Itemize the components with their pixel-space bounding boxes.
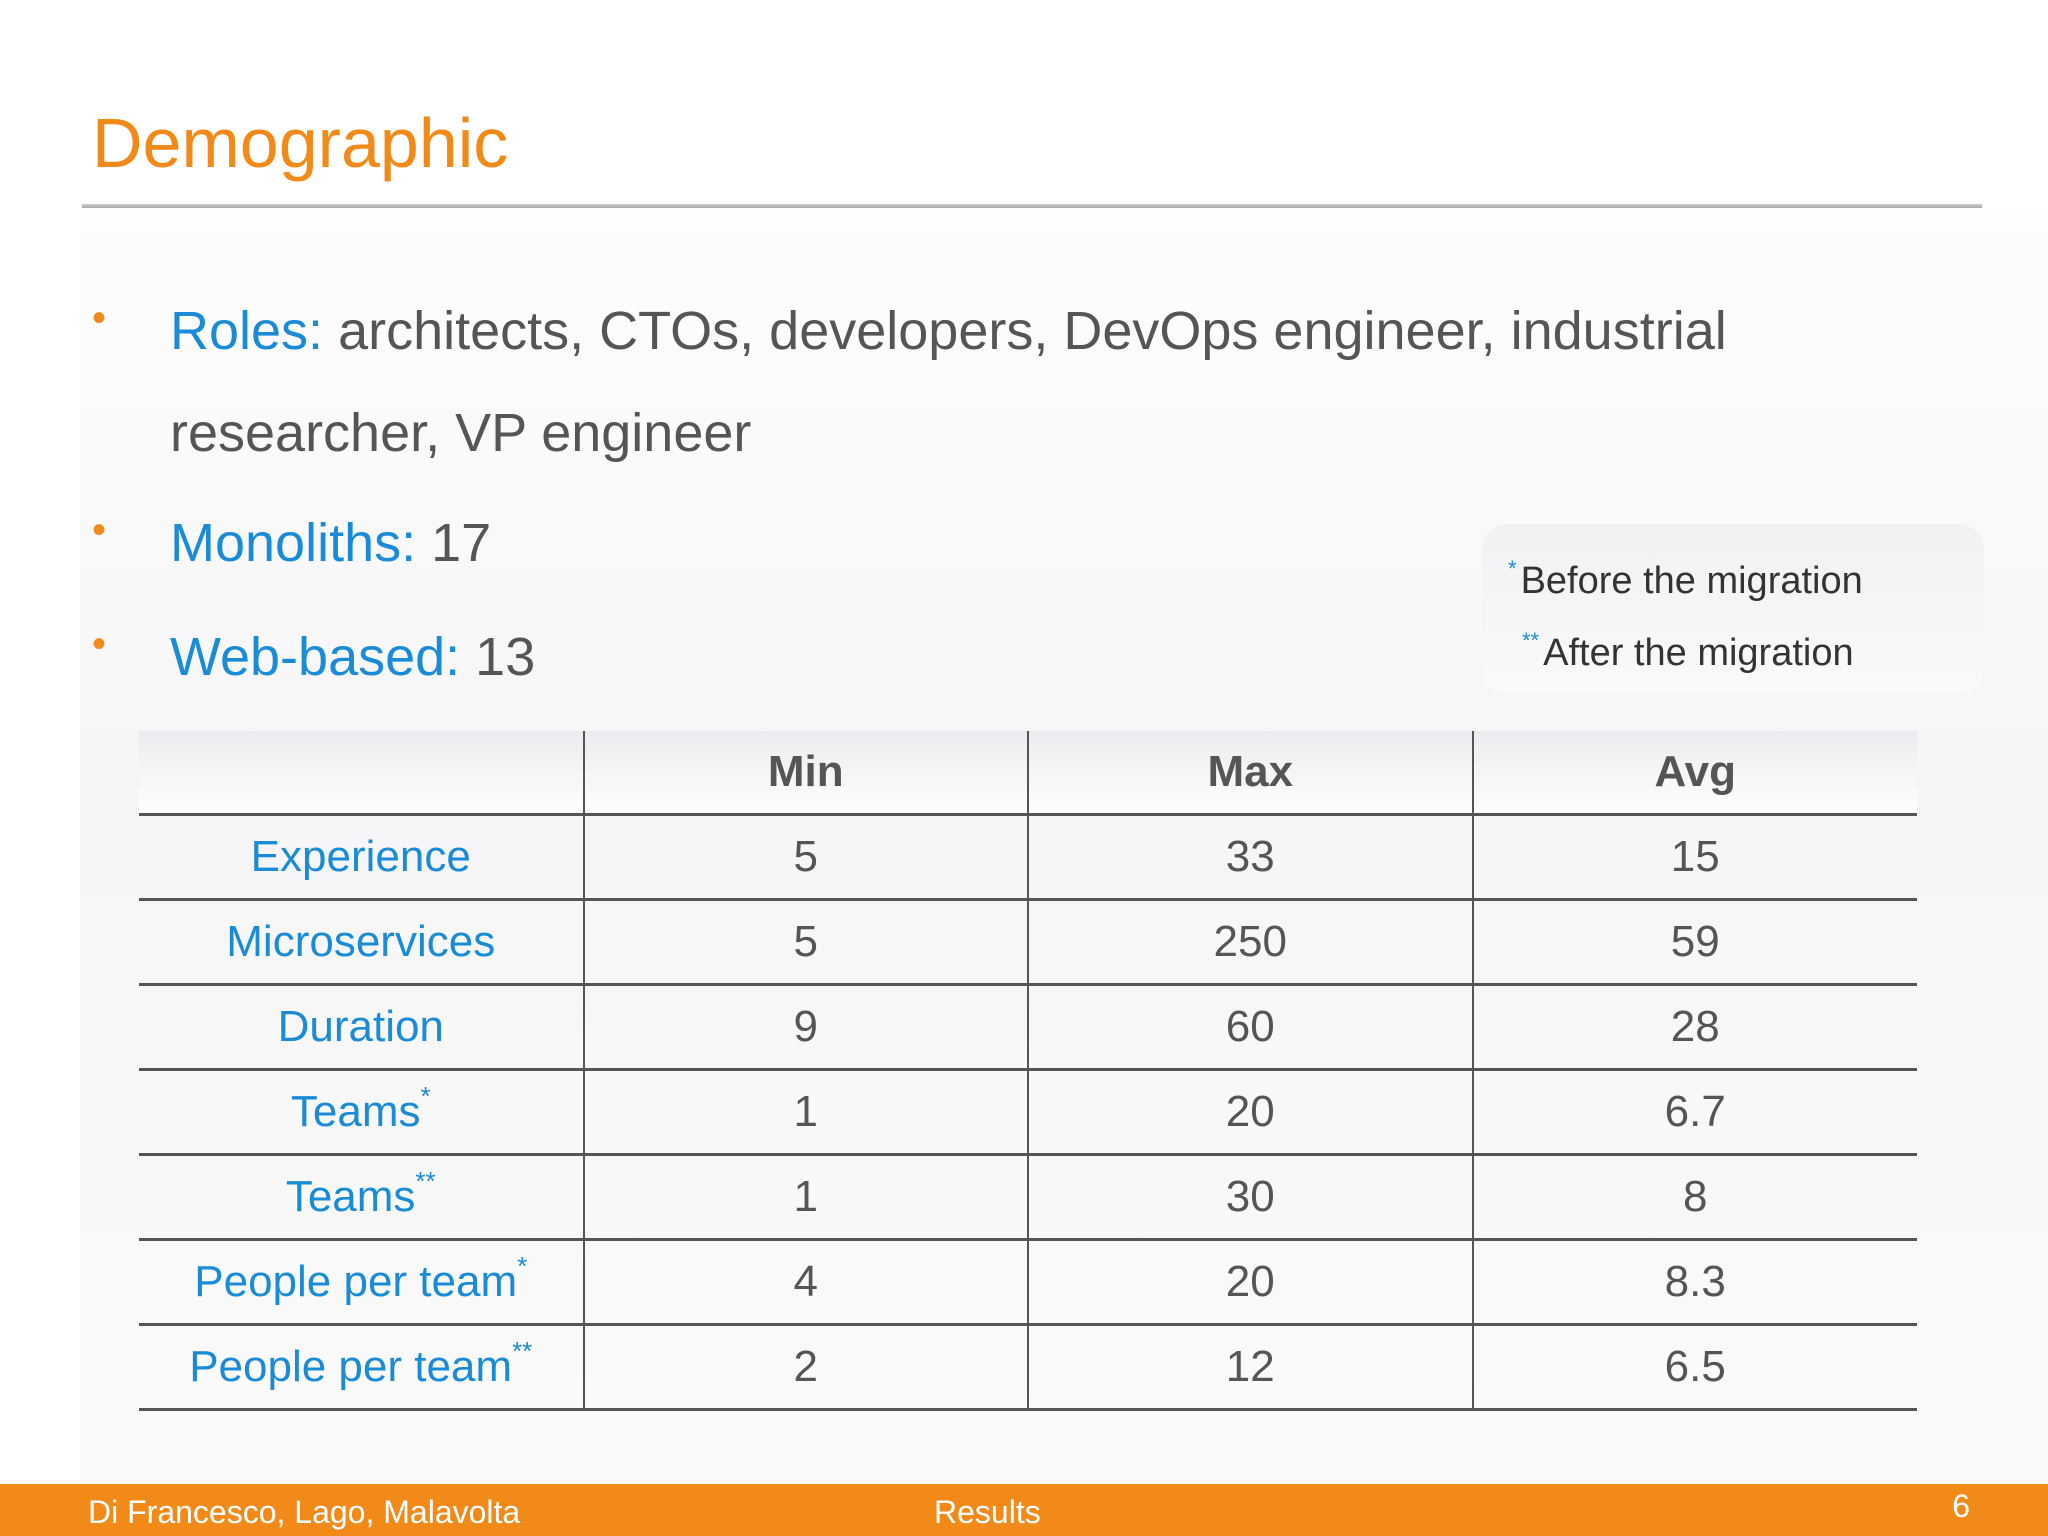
cell-min: 2: [582, 1324, 1028, 1411]
row-label: Microservices: [139, 899, 584, 986]
cell-max: 20: [1027, 1069, 1473, 1156]
bullet-marker: •: [92, 508, 107, 552]
row-label: Experience: [139, 814, 584, 901]
footer-bar: Di Francesco, Lago, Malavolta Results 6: [0, 1484, 2048, 1536]
column-header-max: Max: [1027, 731, 1473, 816]
title-divider: [82, 204, 1982, 208]
page-title: Demographic: [92, 104, 509, 182]
cell-avg: 15: [1471, 814, 1917, 901]
table-row: Teams** 1 30 8: [139, 1154, 1917, 1241]
column-header-avg: Avg: [1471, 731, 1917, 816]
cell-avg: 6.5: [1471, 1324, 1917, 1411]
bullet-monoliths: • Monoliths: 17: [92, 492, 1892, 594]
cell-avg: 8: [1471, 1154, 1917, 1241]
bullet-value: 17: [416, 513, 492, 573]
cell-avg: 8.3: [1471, 1239, 1917, 1326]
table-row: Microservices 5 250 59: [139, 899, 1917, 986]
legend-mark: **: [1522, 628, 1540, 653]
legend-item-before: * Before the migration: [1508, 556, 1863, 603]
bullet-marker: •: [92, 296, 107, 340]
cell-max: 60: [1027, 984, 1473, 1071]
bullet-key: Web-based:: [170, 627, 461, 687]
cell-min: 9: [582, 984, 1028, 1071]
cell-max: 250: [1027, 899, 1473, 986]
row-label: Teams**: [139, 1154, 584, 1241]
bullet-value: 13: [460, 627, 536, 687]
cell-min: 1: [582, 1069, 1028, 1156]
bullet-roles: • Roles: architects, CTOs, developers, D…: [92, 280, 1892, 484]
cell-avg: 59: [1471, 899, 1917, 986]
cell-min: 5: [582, 899, 1028, 986]
bullet-web-based: • Web-based: 13: [92, 606, 1892, 708]
migration-legend: * Before the migration ** After the migrat…: [1482, 524, 1984, 694]
legend-item-after: ** After the migration: [1522, 628, 1854, 675]
bullet-marker: •: [92, 622, 107, 666]
bullet-key: Roles:: [170, 301, 324, 361]
row-label: Duration: [139, 984, 584, 1071]
page-number: 6: [1952, 1488, 1970, 1524]
cell-min: 4: [582, 1239, 1028, 1326]
table-row: Duration 9 60 28: [139, 984, 1917, 1071]
table-header-row: Min Max Avg: [139, 731, 1917, 816]
footer-authors: Di Francesco, Lago, Malavolta: [88, 1494, 521, 1530]
footer-section: Results: [934, 1494, 1041, 1530]
bullet-list: • Roles: architects, CTOs, developers, D…: [92, 280, 1892, 708]
cell-max: 12: [1027, 1324, 1473, 1411]
row-label: People per team*: [139, 1239, 584, 1326]
cell-avg: 28: [1471, 984, 1917, 1071]
row-label: People per team**: [139, 1324, 584, 1411]
table-row: People per team* 4 20 8.3: [139, 1239, 1917, 1326]
cell-min: 5: [582, 814, 1028, 901]
row-label: Teams*: [139, 1069, 584, 1156]
cell-avg: 6.7: [1471, 1069, 1917, 1156]
demographic-table: Min Max Avg Experience 5 33 15 Microserv…: [139, 731, 1917, 1411]
table-row: People per team** 2 12 6.5: [139, 1324, 1917, 1411]
cell-max: 30: [1027, 1154, 1473, 1241]
legend-mark: *: [1508, 556, 1517, 581]
cell-max: 20: [1027, 1239, 1473, 1326]
cell-min: 1: [582, 1154, 1028, 1241]
column-header: [139, 731, 584, 816]
legend-text: Before the migration: [1520, 560, 1863, 602]
table-row: Experience 5 33 15: [139, 814, 1917, 901]
legend-text: After the migration: [1543, 632, 1854, 674]
column-header-min: Min: [582, 731, 1028, 816]
bullet-key: Monoliths:: [170, 513, 417, 573]
cell-max: 33: [1027, 814, 1473, 901]
bullet-value: architects, CTOs, developers, DevOps eng…: [170, 301, 1727, 463]
table-row: Teams* 1 20 6.7: [139, 1069, 1917, 1156]
